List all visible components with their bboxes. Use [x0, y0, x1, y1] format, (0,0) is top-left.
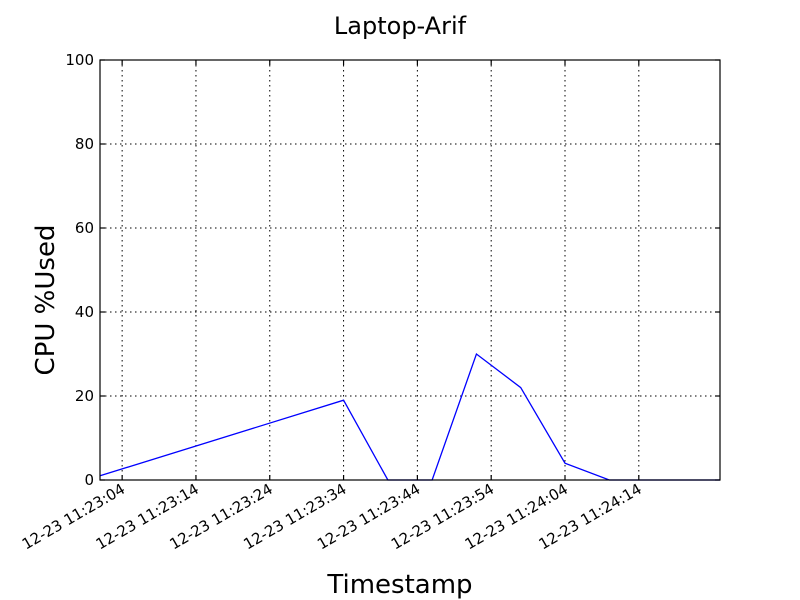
- x-axis-label: Timestamp: [326, 570, 472, 600]
- y-tick-label: 100: [65, 51, 94, 69]
- chart-title: Laptop-Arif: [334, 12, 467, 40]
- y-tick-label: 80: [75, 135, 94, 153]
- y-tick-label: 20: [75, 387, 94, 405]
- y-axis-label: CPU %Used: [31, 225, 61, 376]
- y-tick-label: 60: [75, 219, 94, 237]
- y-tick-label: 40: [75, 303, 94, 321]
- cpu-series-line: [99, 352, 720, 481]
- grid: [100, 60, 720, 480]
- plot-area: [99, 59, 721, 481]
- series-layer: [99, 352, 721, 481]
- y-tick-label: 0: [84, 471, 94, 489]
